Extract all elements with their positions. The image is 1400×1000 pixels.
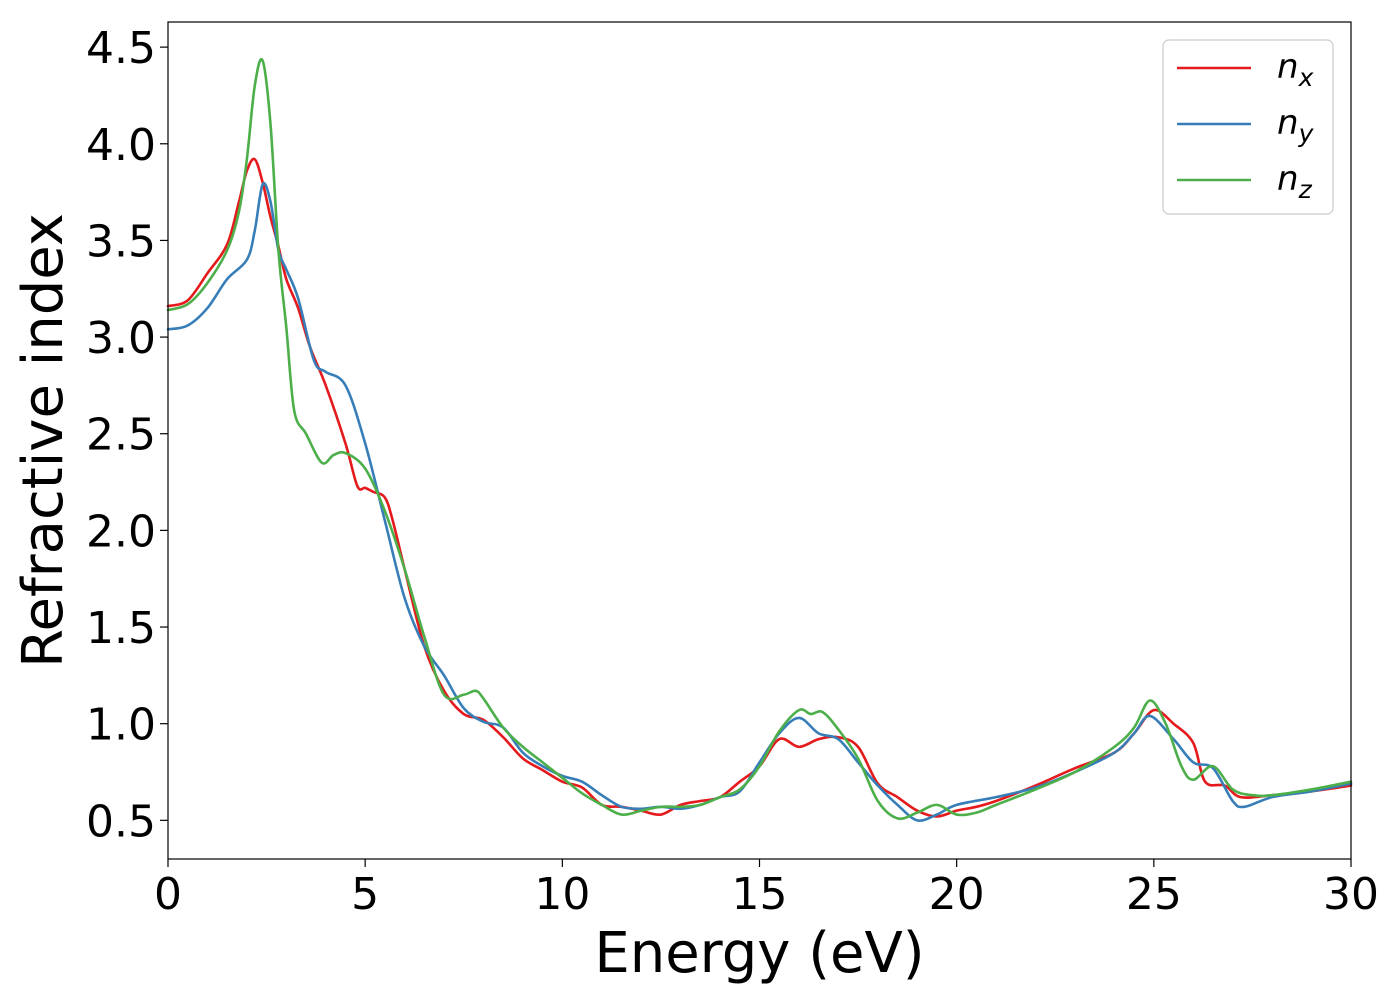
y-tick-label: 1.5 [86,603,156,654]
series-layer [166,57,1353,822]
x-axis: 0 5 10 15 20 25 30 [154,859,1379,920]
legend: nx ny nz [1162,39,1334,215]
x-tick-label: 0 [154,869,182,920]
y-tick-label: 1.0 [86,700,156,751]
x-axis-title: Energy (eV) [594,921,924,986]
y-tick-label: 4.5 [86,23,156,74]
legend-label-y: ny [1277,103,1315,148]
x-tick-label: 5 [351,869,379,920]
x-tick-label: 30 [1323,869,1379,920]
y-axis-title: Refractive index [11,213,76,668]
y-tick-label: 2.5 [86,410,156,461]
y-tick-label: 4.0 [86,120,156,171]
y-tick-label: 0.5 [86,796,156,847]
y-tick-label: 3.5 [86,216,156,267]
legend-label-z: nz [1277,159,1313,204]
legend-box [1162,39,1334,215]
y-tick-label: 3.0 [86,313,156,364]
legend-label-x: nx [1277,47,1314,92]
x-tick-label: 10 [534,869,590,920]
series-line-z [166,57,1353,821]
x-tick-label: 15 [732,869,788,920]
x-tick-label: 25 [1126,869,1182,920]
x-tick-label: 20 [929,869,985,920]
y-tick-label: 2.0 [86,506,156,557]
y-axis: 0.5 1.0 1.5 2.0 2.5 3.0 3.5 4.0 4.5 [86,23,168,847]
